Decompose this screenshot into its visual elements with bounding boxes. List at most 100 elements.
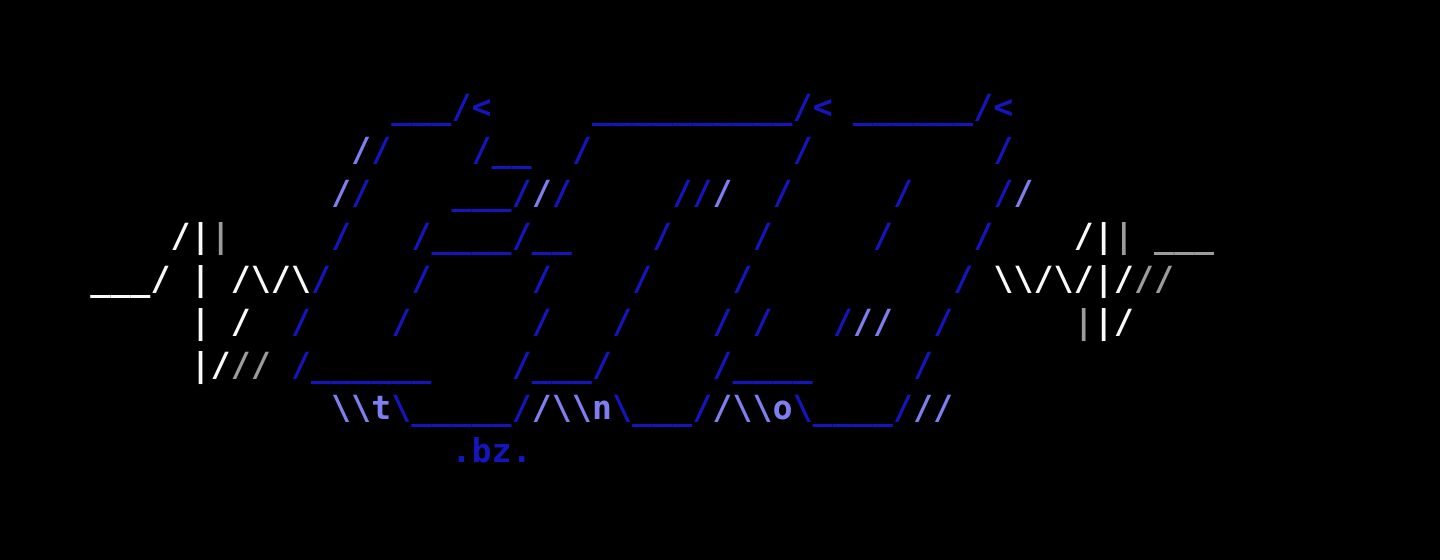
art-space	[492, 87, 592, 126]
art-space	[251, 302, 291, 341]
art-line-8: .bz.	[10, 429, 1214, 472]
art-space	[973, 259, 993, 298]
art-space	[1134, 216, 1154, 255]
art-segment: /	[772, 173, 793, 212]
art-segment: /	[993, 173, 1014, 212]
art-space	[552, 259, 632, 298]
art-space	[572, 173, 672, 212]
art-space	[10, 345, 191, 384]
art-space	[572, 216, 652, 255]
art-line-0: ___/< __________/< ______/<	[10, 85, 1214, 128]
art-segment: /	[531, 259, 552, 298]
art-segment: /	[531, 173, 552, 212]
art-segment: |	[1113, 216, 1134, 255]
art-segment: /	[732, 259, 753, 298]
art-segment: |	[210, 216, 231, 255]
art-segment: /	[311, 259, 332, 298]
art-segment: /	[1013, 173, 1034, 212]
art-line-3: /|| / /____/__ / / / / /|| ___	[10, 214, 1214, 257]
art-segment: ___/<	[391, 87, 492, 126]
art-segment: /	[531, 302, 552, 341]
art-segment: \\t	[331, 388, 392, 427]
art-space	[813, 130, 994, 169]
art-space	[592, 130, 793, 169]
art-segment: /	[612, 302, 633, 341]
art-line-6: |/// /______ /___/ /____ /	[10, 343, 1214, 386]
art-space	[331, 259, 411, 298]
art-segment: //	[913, 388, 954, 427]
art-space	[813, 345, 913, 384]
art-space	[10, 173, 331, 212]
art-space	[552, 302, 612, 341]
art-segment: /	[652, 216, 673, 255]
art-segment: / /	[712, 302, 773, 341]
art-segment: /	[632, 259, 653, 298]
art-segment: \____/	[792, 388, 914, 427]
art-line-1: // /__ / / /	[10, 128, 1214, 171]
art-segment: /	[371, 130, 392, 169]
art-space	[311, 302, 391, 341]
art-segment: /	[411, 259, 432, 298]
art-segment: | /	[190, 302, 251, 341]
art-space	[10, 259, 90, 298]
art-space	[833, 87, 853, 126]
art-segment: __________/<	[591, 87, 833, 126]
art-line-5: | / / / / / / / /// / ||/	[10, 300, 1214, 343]
art-segment: ___/ | /\/\	[90, 259, 312, 298]
art-segment: /__	[471, 130, 532, 169]
art-segment: ___	[1154, 216, 1215, 255]
art-segment: /	[712, 173, 733, 212]
art-space	[532, 130, 572, 169]
art-segment: /	[571, 130, 593, 169]
art-segment: |/	[1093, 302, 1134, 341]
art-segment: ___/	[451, 173, 532, 212]
art-segment: /	[351, 130, 372, 169]
art-line-2: // ___/// /// / / //	[10, 171, 1214, 214]
art-space	[793, 173, 893, 212]
art-segment: .bz.	[451, 431, 532, 470]
art-space	[773, 302, 833, 341]
art-segment: \\/\/|/	[993, 259, 1134, 298]
art-space	[10, 87, 391, 126]
art-space	[753, 259, 954, 298]
art-segment: /	[832, 302, 853, 341]
art-space	[773, 216, 873, 255]
art-segment: ______/<	[852, 87, 1014, 126]
art-space	[411, 302, 531, 341]
art-segment: //	[852, 302, 894, 341]
art-space	[612, 345, 712, 384]
art-segment: /	[973, 216, 994, 255]
art-segment: /\\o	[712, 388, 793, 427]
art-segment: //	[672, 173, 713, 212]
art-segment: /	[551, 173, 572, 212]
art-segment: /|	[170, 216, 211, 255]
art-space	[391, 130, 471, 169]
art-segment: /	[391, 302, 412, 341]
art-space	[652, 259, 732, 298]
art-line-7: \\t\_____//\\n\___//\\o\____///	[10, 386, 1214, 429]
art-space	[993, 216, 1073, 255]
art-space	[431, 345, 511, 384]
art-segment: //	[1133, 259, 1175, 298]
art-segment: /|	[1073, 216, 1114, 255]
art-space	[893, 216, 973, 255]
art-segment: /	[913, 345, 934, 384]
art-space	[672, 216, 752, 255]
art-segment: /____	[712, 345, 813, 384]
art-segment: //	[230, 345, 271, 384]
art-space	[733, 173, 773, 212]
art-segment: /______	[290, 345, 432, 384]
ascii-art-logo: ___/< __________/< ______/< // /__ / / /…	[10, 85, 1214, 472]
art-segment: /___/	[511, 345, 613, 384]
art-space	[271, 345, 291, 384]
art-segment: /	[752, 216, 773, 255]
art-space	[913, 173, 993, 212]
art-space	[953, 302, 1073, 341]
art-line-4: ___/ | /\/\/ / / / / / \\/\/|///	[10, 257, 1214, 300]
art-space	[632, 302, 712, 341]
art-space	[10, 130, 351, 169]
art-segment: /\\n	[531, 388, 613, 427]
art-space	[431, 259, 531, 298]
art-segment: /	[351, 173, 372, 212]
